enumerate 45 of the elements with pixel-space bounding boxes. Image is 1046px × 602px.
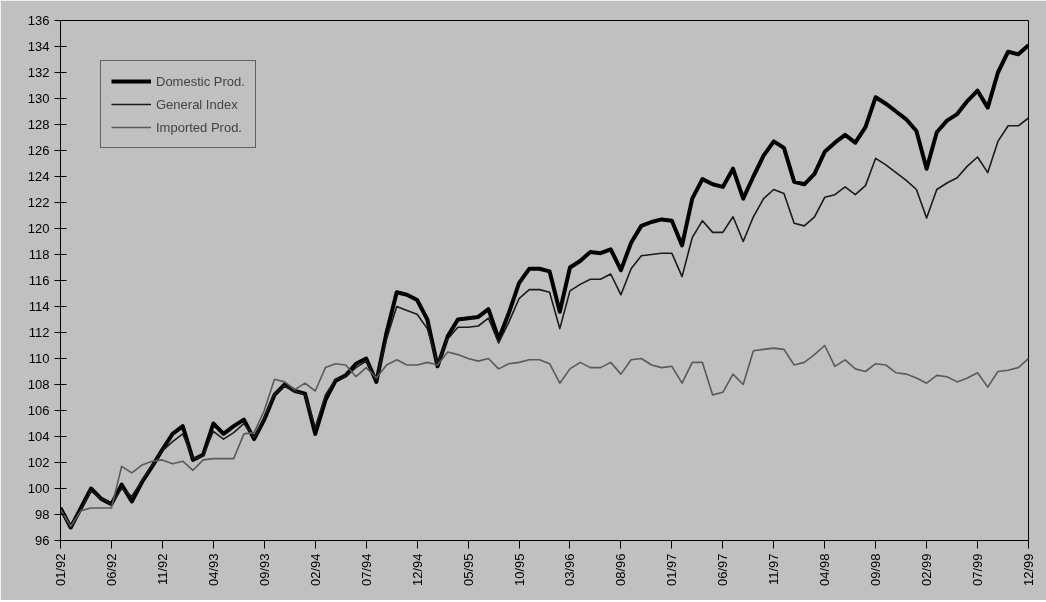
y-tick-label: 114 [28, 299, 50, 314]
y-tick-label: 116 [28, 273, 50, 288]
y-tick-label: 106 [27, 403, 50, 418]
x-tick-label: 12/99 [1021, 553, 1036, 587]
x-tick-label: 08/96 [613, 553, 629, 587]
x-tick-label: 04/98 [817, 553, 833, 587]
x-tick-label: 07/94 [358, 553, 374, 587]
y-tick-label: 112 [28, 325, 50, 340]
y-tick-label: 132 [27, 65, 50, 80]
legend-label: Domestic Prod. [156, 73, 245, 89]
x-tick-label: 05/95 [460, 553, 476, 587]
x-tick-label: 09/93 [256, 553, 272, 587]
legend-label: General Index [156, 96, 238, 112]
x-tick-label: 10/95 [511, 553, 527, 587]
y-tick-label: 122 [27, 195, 50, 210]
y-tick-label: 134 [27, 39, 50, 54]
y-tick-label: 126 [27, 143, 50, 158]
y-tick-label: 96 [35, 533, 50, 548]
x-tick-label: 09/98 [868, 553, 884, 587]
y-tick-label: 98 [35, 507, 50, 522]
x-tick-label: 01/97 [664, 553, 680, 587]
y-tick-label: 120 [27, 221, 50, 236]
x-tick-label: 02/94 [307, 553, 323, 587]
y-tick-label: 100 [27, 481, 50, 496]
y-tick-label: 104 [27, 429, 50, 444]
y-tick-label: 102 [27, 455, 50, 470]
x-tick-label: 12/94 [409, 553, 425, 587]
y-tick-label: 110 [28, 351, 50, 366]
x-tick-label: 01/92 [53, 553, 68, 587]
y-tick-label: 124 [27, 169, 50, 184]
y-tick-label: 118 [28, 247, 50, 262]
x-tick-label: 03/96 [562, 553, 578, 587]
y-tick-label: 128 [27, 117, 50, 132]
y-tick-label: 136 [27, 13, 50, 28]
legend-label: Imported Prod. [156, 119, 242, 135]
line-series [60, 344, 1029, 527]
x-tick-label: 06/97 [715, 553, 731, 587]
x-tick-label: 06/92 [103, 553, 119, 587]
x-tick-label: 11/97 [766, 553, 782, 586]
x-tick-label: 04/93 [205, 553, 221, 587]
x-tick-label: 11/92 [154, 553, 170, 586]
y-tick-label: 108 [27, 377, 50, 392]
x-tick-label: 02/99 [919, 553, 935, 587]
x-tick-label: 07/99 [970, 553, 986, 587]
y-tick-label: 130 [27, 91, 50, 106]
